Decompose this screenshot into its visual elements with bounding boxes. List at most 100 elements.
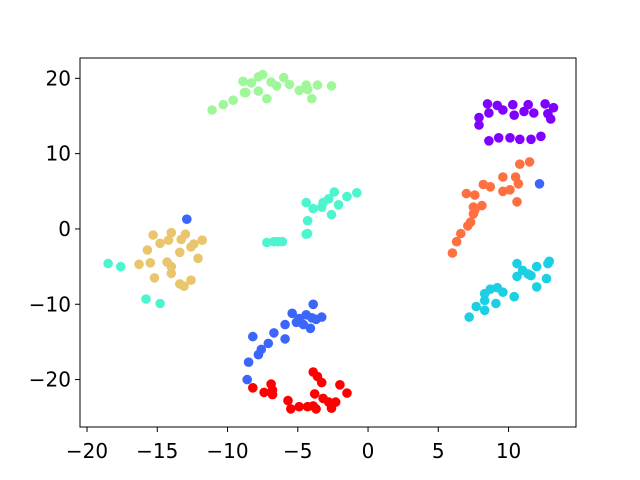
x-tick-label: −10 xyxy=(206,439,248,463)
scatter-point-series5-10 xyxy=(175,247,185,258)
scatter-point-series0-18 xyxy=(515,134,525,145)
scatter-point-series5-20 xyxy=(186,275,196,286)
scatter-point-series2-18 xyxy=(479,305,490,316)
scatter-point-series5-0 xyxy=(148,230,158,240)
scatter-point-series5-7 xyxy=(197,235,207,245)
scatter-point-series7-0 xyxy=(248,383,258,393)
scatter-point-series2-19 xyxy=(512,271,522,282)
scatter-point-series7-6 xyxy=(294,401,305,412)
x-tick-label: 0 xyxy=(362,439,375,463)
scatter-point-series4-17 xyxy=(307,93,317,104)
scatter-point-series5-16 xyxy=(166,268,177,279)
scatter-point-series4-7 xyxy=(284,79,295,90)
scatter-point-series1-2 xyxy=(248,331,258,342)
y-tick-label: 20 xyxy=(46,66,71,90)
scatter-point-series6-20 xyxy=(524,157,535,167)
scatter-point-series6-0 xyxy=(447,248,458,258)
scatter-point-series1-4 xyxy=(253,349,264,360)
y-axis: −20 −10 0 10 20 xyxy=(29,66,80,392)
scatter-point-series2-11 xyxy=(491,298,501,309)
x-tick-label: 5 xyxy=(432,439,445,463)
scatter-point-series6-15 xyxy=(505,185,515,195)
scatter-point-series0-11 xyxy=(519,106,529,117)
scatter-point-series3-8 xyxy=(316,202,327,212)
y-tick-label: −20 xyxy=(29,368,71,392)
scatter-point-series1-8 xyxy=(280,319,290,330)
scatter-point-series5-11 xyxy=(186,242,196,252)
scatter-point-series6-12 xyxy=(485,182,496,192)
scatter-point-series2-3 xyxy=(531,261,542,272)
scatter-point-series2-16 xyxy=(471,301,482,312)
scatter-point-series1-1 xyxy=(534,179,545,189)
scatter-point-series7-4 xyxy=(283,395,293,406)
scatter-point-series4-14 xyxy=(241,87,251,98)
scatter-point-series3-16 xyxy=(277,236,288,247)
scatter-point-series2-9 xyxy=(509,291,519,302)
scatter-point-series5-2 xyxy=(163,235,174,245)
scatter-point-series4-8 xyxy=(294,85,305,96)
scatter-point-series0-2 xyxy=(508,99,518,110)
scatter-point-series2-5 xyxy=(543,258,553,269)
scatter-point-series3-18 xyxy=(115,261,126,272)
scatter-point-series5-17 xyxy=(149,273,160,283)
scatter-point-series3-17 xyxy=(103,258,113,269)
x-tick-label: −5 xyxy=(283,439,312,463)
scatter-point-series5-5 xyxy=(180,229,191,239)
scatter-point-series0-17 xyxy=(505,133,515,143)
scatter-point-series7-19 xyxy=(309,389,320,399)
scatter-point-series4-1 xyxy=(246,78,257,88)
scatter-point-series4-15 xyxy=(253,86,264,96)
x-tick-label: −20 xyxy=(66,439,108,463)
scatter-point-series2-17 xyxy=(464,312,475,322)
scatter-point-series7-20 xyxy=(267,385,278,395)
scatter-point-series0-12 xyxy=(529,108,539,118)
scatter-point-series0-8 xyxy=(484,108,494,118)
points-layer xyxy=(103,69,559,414)
scatter-point-series7-18 xyxy=(308,367,319,377)
scatter-point-series1-20 xyxy=(242,374,252,385)
scatter-point-series0-7 xyxy=(474,120,484,130)
scatter-point-series4-5 xyxy=(271,81,282,91)
scatter-point-series1-7 xyxy=(269,328,279,338)
y-tick-label: 0 xyxy=(58,217,71,241)
scatter-point-series0-0 xyxy=(482,99,493,109)
scatter-point-series0-19 xyxy=(526,134,536,145)
scatter-point-series0-20 xyxy=(536,131,546,142)
scatter-point-series3-3 xyxy=(323,194,334,204)
scatter-point-series0-6 xyxy=(474,112,484,123)
scatter-point-series4-11 xyxy=(312,80,323,90)
scatter-point-series3-10 xyxy=(302,215,313,226)
scatter-point-series6-18 xyxy=(512,197,522,207)
scatter-point-series5-8 xyxy=(142,245,153,255)
scatter-point-series6-2 xyxy=(456,228,466,239)
scatter-point-series3-19 xyxy=(141,294,151,304)
scatter-point-series1-6 xyxy=(263,338,274,349)
scatter-point-series4-10 xyxy=(301,80,312,90)
scatter-point-series0-15 xyxy=(484,136,494,146)
scatter-point-series4-12 xyxy=(326,81,337,91)
scatter-point-series0-14 xyxy=(545,114,556,124)
scatter-point-series4-6 xyxy=(278,72,289,83)
scatter-point-series6-8 xyxy=(477,200,487,211)
scatter-point-series3-20 xyxy=(155,298,165,309)
scatter-point-series3-4 xyxy=(333,200,344,210)
scatter-point-series7-5 xyxy=(286,404,296,414)
scatter-point-series5-3 xyxy=(166,227,177,238)
scatter-point-series2-6 xyxy=(523,269,533,279)
scatter-point-series5-15 xyxy=(166,261,177,272)
scatter-point-series4-20 xyxy=(207,105,217,115)
scatter-point-series3-5 xyxy=(342,191,352,202)
scatter-point-series6-10 xyxy=(470,190,480,200)
scatter-point-series5-13 xyxy=(134,259,144,270)
scatter-point-series5-1 xyxy=(155,238,165,249)
scatter-point-series6-19 xyxy=(515,159,525,169)
scatter-point-series4-19 xyxy=(218,99,229,110)
scatter-point-series1-14 xyxy=(316,312,327,322)
scatter-point-series1-5 xyxy=(243,357,254,368)
scatter-point-series6-7 xyxy=(468,202,479,212)
scatter-point-series1-16 xyxy=(280,334,290,344)
scatter-point-series2-0 xyxy=(512,258,522,269)
scatter-point-series4-18 xyxy=(228,95,238,105)
plot-frame xyxy=(79,57,577,428)
scatter-point-series7-9 xyxy=(311,404,321,414)
